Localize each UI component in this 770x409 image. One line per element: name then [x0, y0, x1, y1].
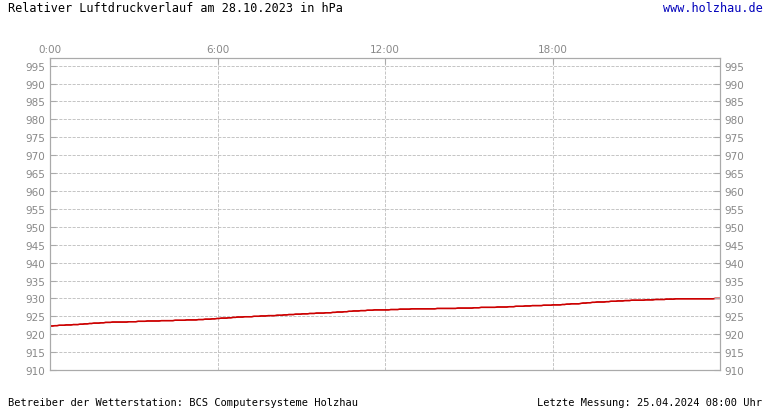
Text: www.holzhau.de: www.holzhau.de [662, 2, 762, 15]
Text: Betreiber der Wetterstation: BCS Computersysteme Holzhau: Betreiber der Wetterstation: BCS Compute… [8, 397, 358, 407]
Text: Letzte Messung: 25.04.2024 08:00 Uhr: Letzte Messung: 25.04.2024 08:00 Uhr [537, 397, 762, 407]
Text: Relativer Luftdruckverlauf am 28.10.2023 in hPa: Relativer Luftdruckverlauf am 28.10.2023… [8, 2, 343, 15]
